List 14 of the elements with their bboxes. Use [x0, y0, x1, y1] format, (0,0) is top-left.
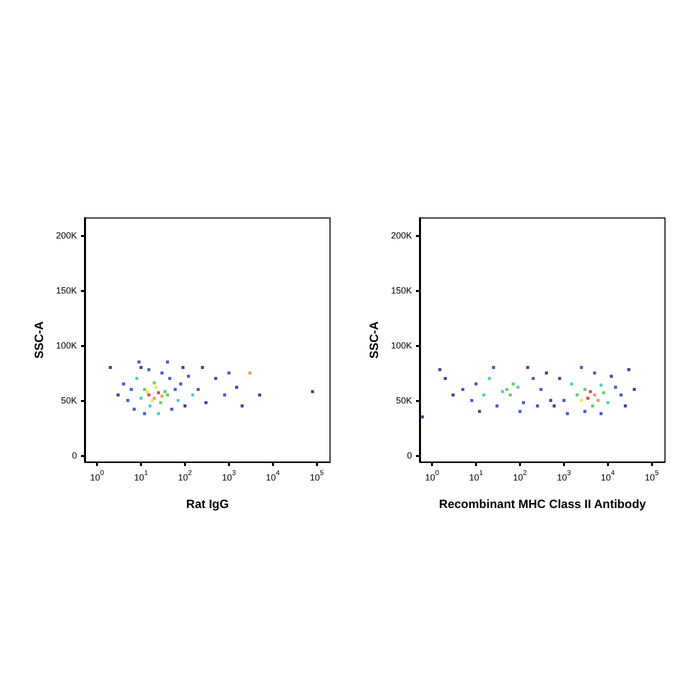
y-tick-label: 150K	[390, 286, 412, 296]
y-tick-label: 50K	[396, 395, 412, 406]
y-tick-label: 100K	[390, 340, 412, 350]
y-axis-title: SSC-A	[32, 321, 46, 359]
y-tick-label: 50K	[60, 395, 77, 406]
y-tick-label: 200K	[390, 230, 412, 241]
x-axis-title: Rat IgG	[186, 497, 229, 511]
y-tick-label: 100K	[56, 340, 77, 350]
y-axis-title: SSC-A	[367, 321, 382, 359]
y-tick-label: 150K	[56, 286, 77, 296]
y-tick-label: 0	[72, 450, 77, 460]
x-axis-title: Recombinant MHC Class II Antibody	[439, 497, 646, 511]
y-tick-label: 200K	[56, 230, 77, 241]
y-tick-label: 0	[406, 450, 412, 460]
